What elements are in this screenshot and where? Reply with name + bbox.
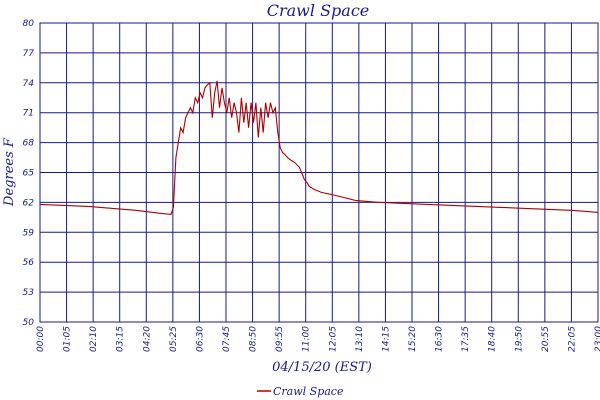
x-tick-label: 19:50 (514, 326, 524, 352)
x-tick-label: 15:20 (408, 326, 418, 352)
chart-title: Crawl Space (267, 1, 370, 20)
x-tick-label: 03:15 (116, 326, 126, 352)
legend-label: Crawl Space (273, 385, 344, 398)
x-tick-label: 14:15 (381, 326, 391, 352)
grid-lines (39, 22, 599, 323)
x-tick-label: 04:20 (142, 326, 152, 352)
y-tick-label: 59 (23, 228, 35, 238)
x-tick-label: 01:05 (63, 326, 73, 352)
x-tick-labels: 00:00 01:05 02:10 03:15 04:20 05:25 06:30 07:45… (36, 326, 600, 352)
x-tick-label: 08:50 (249, 326, 259, 352)
x-tick-label: 20:55 (541, 326, 551, 352)
x-tick-label: 07:45 (222, 326, 232, 352)
plot-frame (39, 22, 599, 323)
x-tick-label: 12:05 (328, 326, 338, 352)
x-tick-label: 02:10 (89, 326, 99, 352)
x-tick-label: 22:05 (567, 326, 577, 352)
y-tick-label: 56 (23, 258, 35, 268)
y-tick-label: 62 (23, 198, 35, 208)
x-tick-label: 05:25 (169, 326, 179, 352)
y-tick-labels: 50 53 56 59 62 65 68 71 74 77 80 (23, 19, 35, 328)
x-tick-label: 18:40 (488, 326, 498, 352)
y-tick-label: 74 (23, 79, 35, 89)
x-tick-label: 11:00 (302, 326, 312, 352)
legend: Crawl Space (257, 385, 344, 398)
y-tick-label: 50 (23, 318, 35, 328)
y-tick-label: 53 (23, 288, 35, 298)
y-axis-label: Degrees F (2, 137, 17, 207)
y-tick-label: 71 (23, 109, 34, 119)
x-tick-label: 00:00 (36, 326, 46, 352)
x-axis-label: 04/15/20 (EST) (272, 360, 372, 375)
x-tick-label: 17:35 (461, 326, 471, 352)
y-tick-label: 77 (23, 49, 35, 59)
x-tick-label: 13:10 (355, 326, 365, 352)
series-line-crawl-space (39, 80, 599, 215)
x-tick-label: 23:00 (594, 326, 600, 352)
x-tick-label: 16:30 (435, 326, 445, 352)
x-tick-label: 09:55 (275, 326, 285, 352)
y-tick-label: 68 (23, 139, 35, 149)
y-tick-label: 65 (23, 169, 35, 179)
y-tick-label: 80 (23, 19, 35, 29)
x-tick-label: 06:30 (195, 326, 205, 352)
